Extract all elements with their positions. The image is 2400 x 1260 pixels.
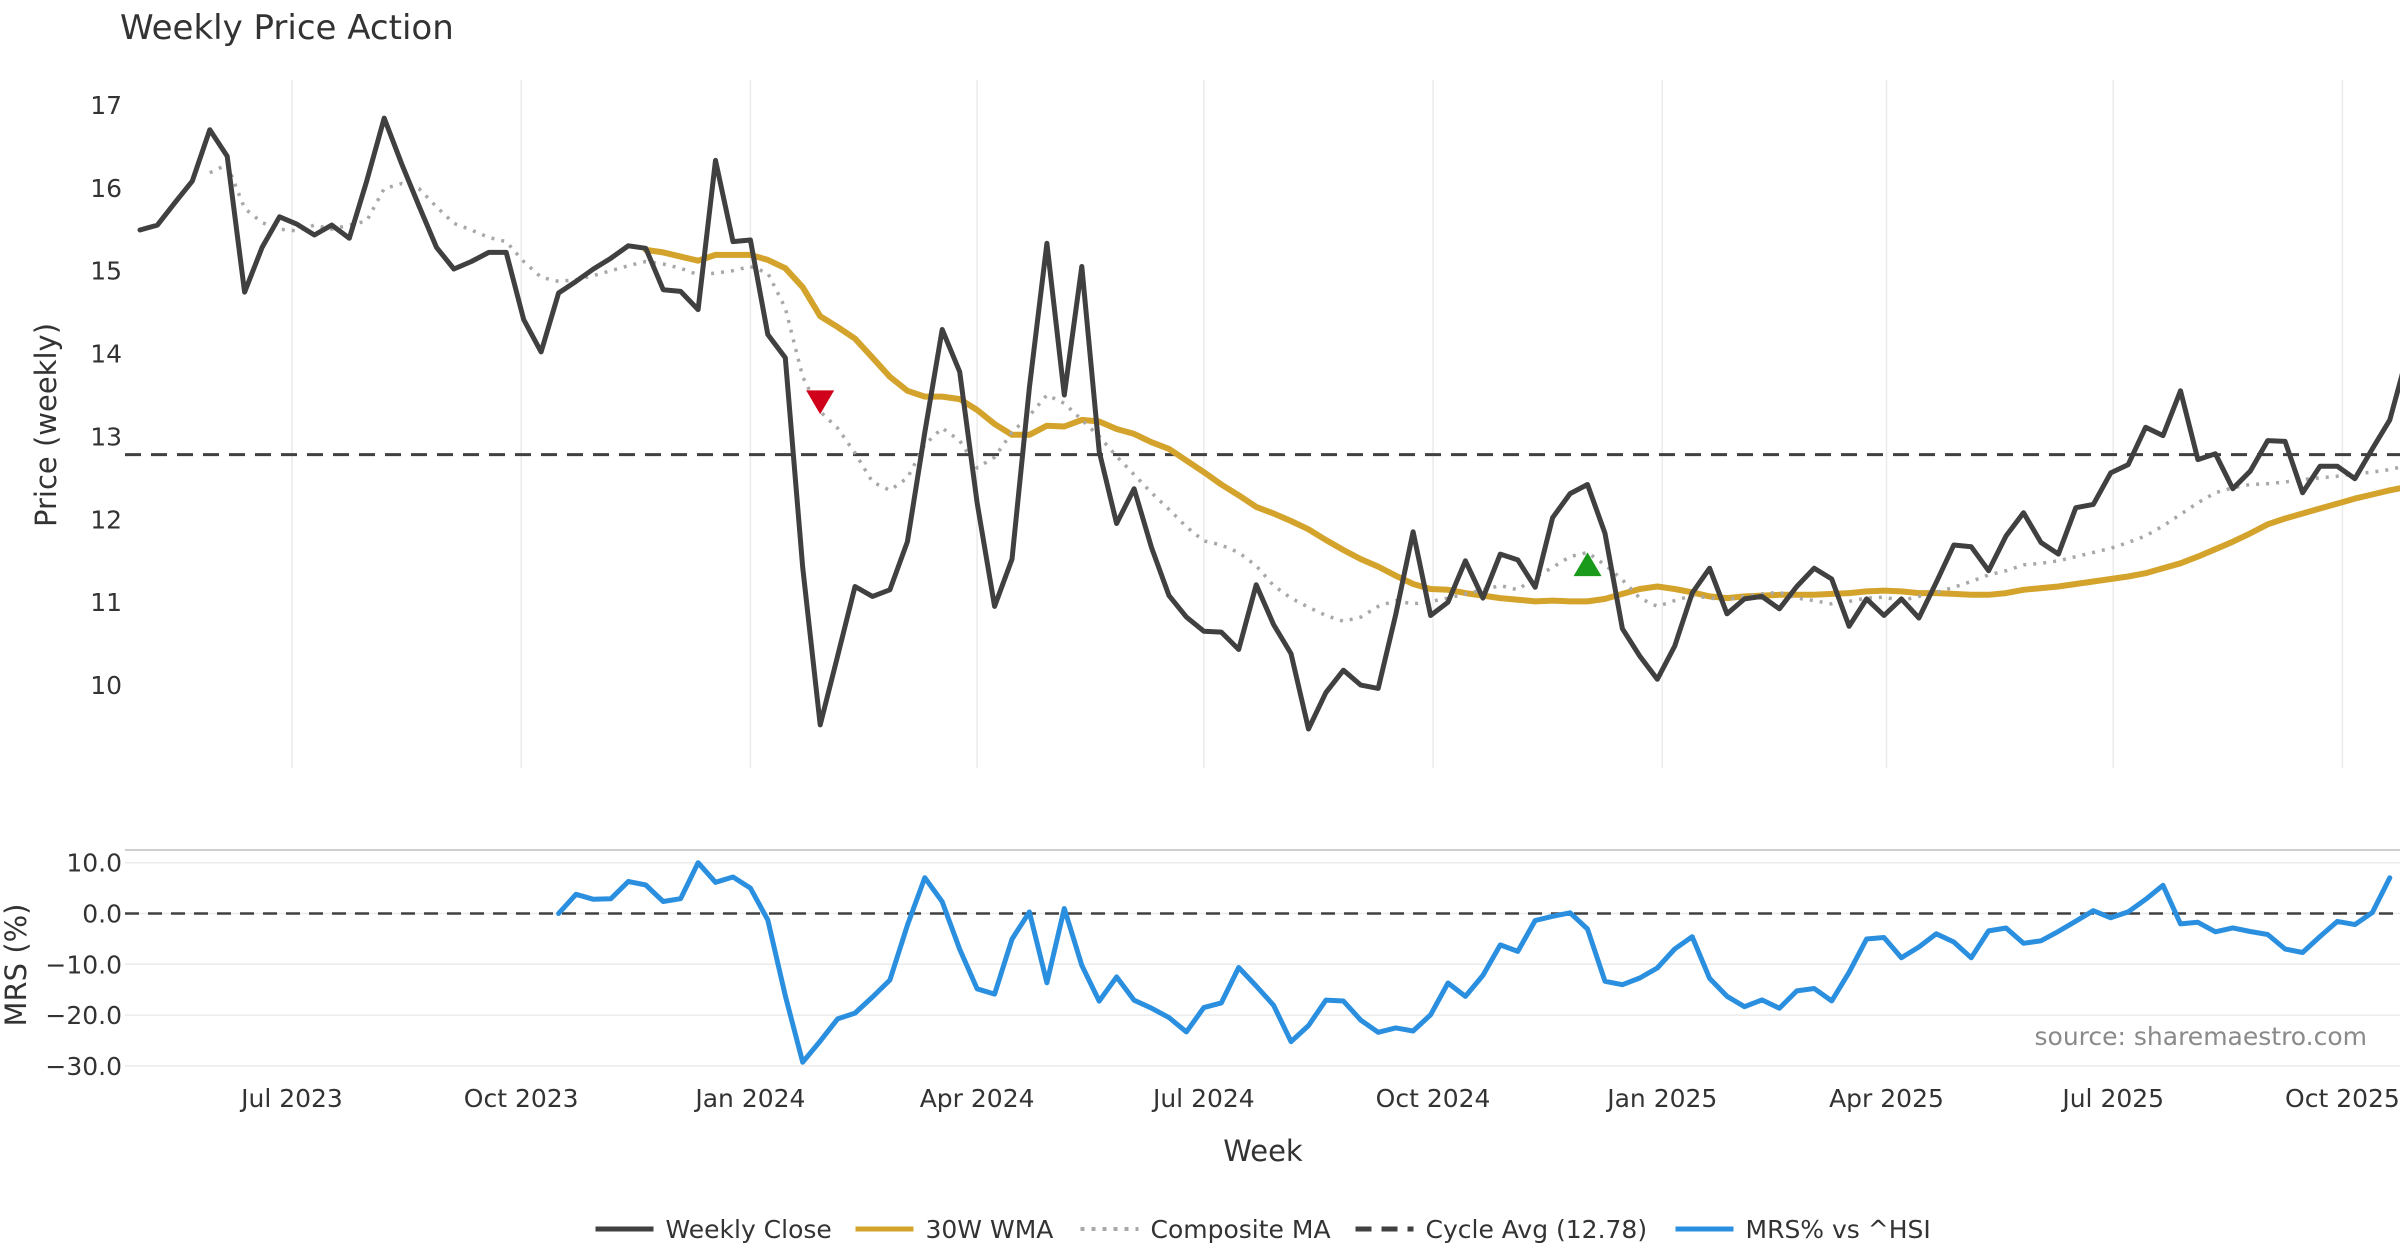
- x-tick-label: Apr 2025: [1829, 1084, 1944, 1113]
- legend-item: MRS% vs ^HSI: [1675, 1215, 1931, 1244]
- mrs-panel: 10.0 0.0 −10.0 −20.0 −30.0 MRS (%) source: s…: [0, 849, 2400, 1081]
- source-note: source: sharemaestro.com: [2035, 1022, 2368, 1051]
- price-y-tick-label: 10: [90, 671, 122, 700]
- signal-markers: [806, 390, 1602, 577]
- legend-item: Cycle Avg (12.78): [1355, 1215, 1648, 1244]
- legend-label: MRS% vs ^HSI: [1746, 1215, 1931, 1244]
- mrs-y-tick-label: 0.0: [82, 900, 122, 929]
- x-tick-label: Jan 2024: [693, 1084, 805, 1113]
- series-line-mrs: [556, 860, 2393, 1065]
- legend-label: 30W WMA: [926, 1215, 1054, 1244]
- price-y-tick-label: 14: [90, 340, 122, 369]
- price-y-tick-label: 11: [90, 588, 122, 617]
- legend: Weekly Close 30W WMA Composite MA Cycle Avg…: [595, 1215, 1931, 1244]
- mrs-y-tick-label: −10.0: [45, 950, 122, 979]
- x-axis-ticks: Jul 2023 Oct 2023 Jan 2024 Apr 2024 Jul 2024…: [239, 1084, 2400, 1113]
- x-tick-label: Oct 2024: [1376, 1084, 1491, 1113]
- price-y-tick-label: 13: [90, 422, 122, 451]
- series-line-30w-wma: [642, 246, 2400, 605]
- x-tick-label: Jul 2023: [239, 1084, 343, 1113]
- legend-item: Weekly Close: [595, 1215, 832, 1244]
- legend-label: Cycle Avg (12.78): [1426, 1215, 1648, 1244]
- x-tick-label: Jul 2025: [2060, 1084, 2164, 1113]
- mrs-series: [556, 860, 2393, 1065]
- x-tick-label: Apr 2024: [920, 1084, 1035, 1113]
- legend-item: 30W WMA: [855, 1215, 1054, 1244]
- x-tick-label: Jul 2024: [1151, 1084, 1255, 1113]
- mrs-y-tick-label: −30.0: [45, 1052, 122, 1081]
- mrs-y-tick-label: −20.0: [45, 1001, 122, 1030]
- x-tick-label: Oct 2023: [464, 1084, 579, 1113]
- legend-label: Weekly Close: [666, 1215, 832, 1244]
- price-y-axis-label: Price (weekly): [29, 323, 63, 527]
- mrs-y-tick-label: 10.0: [66, 849, 122, 878]
- x-tick-label: Jan 2025: [1605, 1084, 1717, 1113]
- x-tick-label: Oct 2025: [2285, 1084, 2400, 1113]
- legend-label: Composite MA: [1151, 1215, 1331, 1244]
- mrs-y-ticks: 10.0 0.0 −10.0 −20.0 −30.0: [45, 849, 122, 1081]
- legend-item: Composite MA: [1080, 1215, 1331, 1244]
- price-y-tick-label: 16: [90, 174, 122, 203]
- price-series: [137, 115, 2400, 732]
- price-y-tick-label: 15: [90, 257, 122, 286]
- buy-signal-marker: [1573, 552, 1602, 577]
- price-panel: 10 11 12 13 14 15 16 17 Price (weekly): [29, 80, 2400, 768]
- price-y-tick-label: 12: [90, 505, 122, 534]
- price-y-tick-label: 17: [90, 91, 122, 120]
- x-axis-label: Week: [1223, 1134, 1303, 1168]
- chart-title: Weekly Price Action: [120, 8, 454, 48]
- sell-signal-marker: [806, 390, 835, 415]
- series-line-composite-ma: [209, 162, 2400, 624]
- price-y-ticks: 10 11 12 13 14 15 16 17: [90, 91, 122, 700]
- series-line-weekly-close: [137, 115, 2400, 732]
- mrs-y-axis-label: MRS (%): [0, 904, 33, 1027]
- price-grid: [291, 80, 2344, 768]
